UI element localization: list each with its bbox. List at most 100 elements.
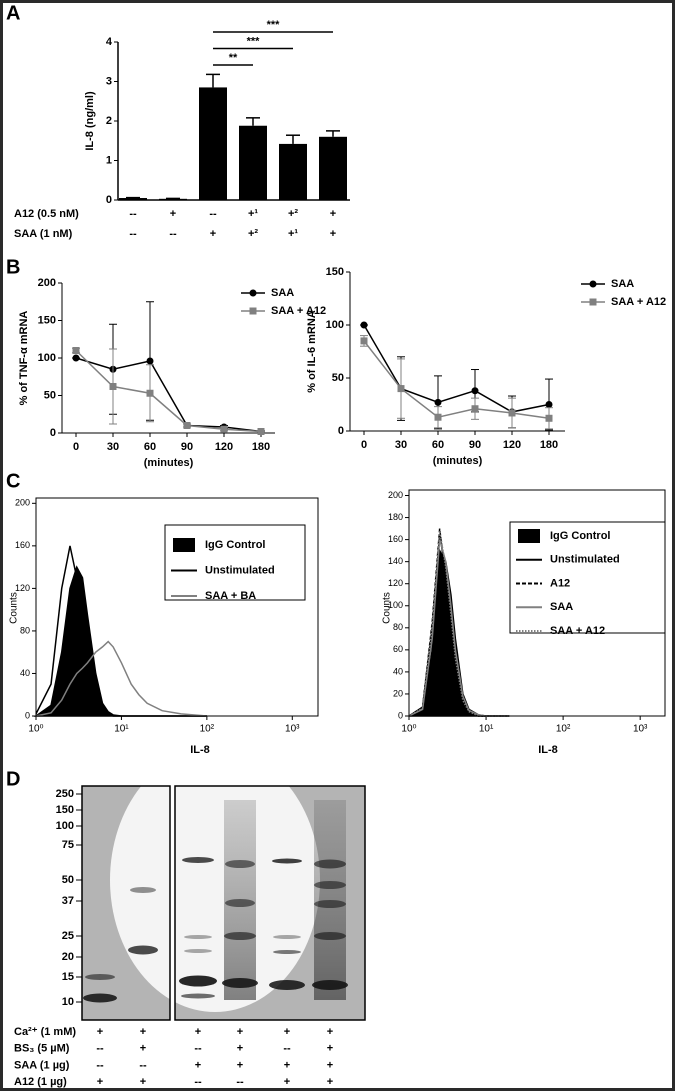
histogram-curve — [35, 640, 207, 717]
condition-value: + — [140, 1043, 146, 1055]
condition-value: +² — [288, 208, 298, 220]
band — [224, 932, 256, 940]
condition-value: -- — [209, 208, 217, 220]
condition-value: -- — [169, 228, 177, 240]
panel-label: D — [6, 768, 20, 790]
condition-value: +² — [248, 228, 258, 240]
condition-value: + — [327, 1059, 333, 1071]
x-tick-label: 90 — [181, 441, 193, 453]
point — [146, 357, 154, 365]
condition-value: + — [195, 1026, 201, 1038]
band — [181, 993, 215, 999]
marker-label: 10 — [62, 996, 74, 1008]
significance-label: *** — [267, 19, 281, 31]
legend-swatch — [518, 529, 540, 543]
bar — [199, 87, 227, 200]
y-tick-label: 20 — [393, 688, 403, 698]
legend-marker — [589, 280, 597, 288]
marker-label: 37 — [62, 895, 74, 907]
legend-label: SAA + A12 — [611, 296, 666, 308]
legend-label: SAA — [550, 601, 573, 613]
y-tick-label: 0 — [398, 710, 403, 720]
condition-value: -- — [194, 1043, 202, 1055]
band — [273, 950, 301, 954]
point — [545, 401, 553, 408]
legend-label: Unstimulated — [205, 564, 275, 576]
condition-value: + — [237, 1026, 243, 1038]
condition-value: + — [140, 1076, 146, 1088]
point — [146, 389, 154, 397]
legend-label: SAA — [611, 278, 634, 290]
x-tick-label: 90 — [469, 439, 481, 451]
condition-value: -- — [96, 1059, 104, 1071]
bar — [239, 125, 267, 200]
series-line — [363, 324, 550, 413]
marker-label: 50 — [62, 874, 74, 886]
point — [434, 413, 442, 421]
y-tick-label: 120 — [388, 578, 403, 588]
condition-value: + — [284, 1059, 290, 1071]
histogram-curve — [408, 530, 510, 717]
point — [508, 409, 516, 417]
y-axis-label: % of TNF-α mRNA — [18, 311, 30, 406]
legend-label: SAA + BA — [205, 590, 256, 602]
y-tick-label: 100 — [326, 319, 344, 331]
legend-marker — [589, 298, 597, 306]
condition-value: + — [170, 208, 176, 220]
y-axis-label: IL-8 (ng/ml) — [84, 91, 96, 151]
marker-label: 150 — [56, 804, 74, 816]
y-tick-label: 0 — [50, 427, 56, 439]
condition-value: -- — [283, 1043, 291, 1055]
y-tick-label: 50 — [332, 372, 344, 384]
gel-bands — [83, 800, 348, 1003]
band — [314, 900, 346, 908]
bar — [159, 198, 187, 200]
significance-label: *** — [247, 35, 261, 47]
marker-label: 20 — [62, 951, 74, 963]
y-tick-label: 180 — [388, 512, 403, 522]
y-axis-label: Counts — [9, 592, 20, 624]
point — [434, 398, 442, 406]
y-tick-label: 80 — [20, 625, 30, 635]
y-tick-label: 40 — [393, 666, 403, 676]
y-tick-label: 50 — [44, 389, 56, 401]
point — [471, 405, 479, 413]
histogram-curve — [408, 539, 510, 717]
condition-value: -- — [139, 1059, 147, 1071]
band — [222, 978, 258, 988]
x-tick-label: 10¹ — [114, 724, 129, 735]
band — [314, 859, 346, 869]
x-tick-label: 10² — [556, 724, 571, 735]
significance-label: ** — [229, 52, 238, 64]
legend-marker — [249, 307, 257, 315]
condition-value: -- — [236, 1076, 244, 1088]
y-tick-label: 0 — [338, 425, 344, 437]
condition-value: -- — [194, 1076, 202, 1088]
x-tick-label: 10⁰ — [401, 724, 416, 735]
series-line — [363, 340, 550, 420]
condition-value: + — [327, 1076, 333, 1088]
x-tick-label: 10⁰ — [28, 724, 43, 735]
condition-value: +¹ — [288, 228, 298, 240]
condition-value: + — [327, 1026, 333, 1038]
condition-value: + — [237, 1059, 243, 1071]
condition-value: + — [140, 1026, 146, 1038]
condition-label: SAA (1 nM) — [14, 228, 73, 240]
legend-label: SAA + A12 — [271, 305, 326, 317]
x-tick-label: 30 — [107, 441, 119, 453]
y-tick-label: 100 — [38, 352, 56, 364]
y-tick-label: 40 — [20, 668, 30, 678]
condition-label: A12 (1 µg) — [14, 1076, 67, 1088]
panel-label: A — [6, 2, 20, 24]
y-tick-label: 1 — [106, 154, 112, 166]
condition-value: + — [327, 1043, 333, 1055]
condition-value: -- — [129, 208, 137, 220]
point — [257, 428, 265, 435]
panel-label: C — [6, 470, 20, 492]
band — [184, 949, 212, 953]
legend-label: A12 — [550, 577, 570, 589]
y-tick-label: 2 — [106, 115, 112, 127]
x-tick-label: 60 — [432, 439, 444, 451]
series-line — [75, 349, 262, 433]
